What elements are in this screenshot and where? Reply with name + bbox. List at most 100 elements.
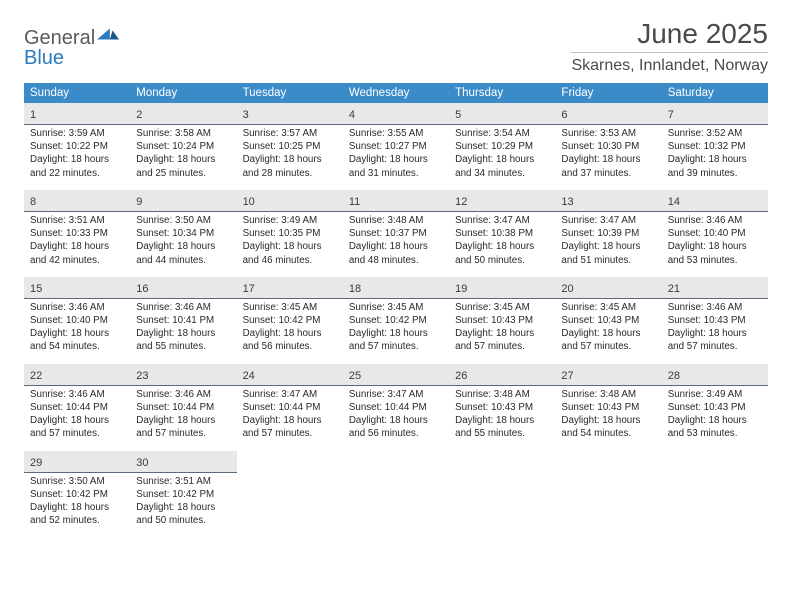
weekday-wednesday: Wednesday: [343, 83, 449, 103]
sunrise-line: Sunrise: 3:50 AM: [136, 214, 230, 227]
sunrise-line: Sunrise: 3:51 AM: [136, 475, 230, 488]
day-number: 6: [561, 109, 567, 121]
daylight-line: Daylight: 18 hours and 22 minutes.: [30, 153, 124, 179]
sunset-line: Sunset: 10:37 PM: [349, 227, 443, 240]
day-number: 30: [136, 457, 148, 469]
sunset-line: Sunset: 10:43 PM: [561, 314, 655, 327]
day-body-29: Sunrise: 3:50 AMSunset: 10:42 PMDaylight…: [24, 473, 130, 534]
sunrise-line: Sunrise: 3:48 AM: [561, 388, 655, 401]
day-body-11: Sunrise: 3:48 AMSunset: 10:37 PMDaylight…: [343, 212, 449, 273]
sunset-line: Sunset: 10:42 PM: [349, 314, 443, 327]
sunset-line: Sunset: 10:41 PM: [136, 314, 230, 327]
day-number: 29: [30, 457, 42, 469]
weekday-saturday: Saturday: [662, 83, 768, 103]
day-number: 17: [243, 283, 255, 295]
empty-cell: [449, 473, 555, 534]
logo-text: General Blue: [24, 24, 119, 68]
daylight-line: Daylight: 18 hours and 48 minutes.: [349, 240, 443, 266]
sunrise-line: Sunrise: 3:47 AM: [243, 388, 337, 401]
sunset-line: Sunset: 10:40 PM: [30, 314, 124, 327]
daylight-line: Daylight: 18 hours and 55 minutes.: [136, 327, 230, 353]
empty-cell: [237, 473, 343, 534]
day-body-20: Sunrise: 3:45 AMSunset: 10:43 PMDaylight…: [555, 299, 661, 360]
daynum-cell-17: 17: [237, 277, 343, 299]
weekday-row: SundayMondayTuesdayWednesdayThursdayFrid…: [24, 83, 768, 103]
daylight-line: Daylight: 18 hours and 56 minutes.: [349, 414, 443, 440]
sunset-line: Sunset: 10:25 PM: [243, 140, 337, 153]
sunset-line: Sunset: 10:42 PM: [30, 488, 124, 501]
day-number: 18: [349, 283, 361, 295]
day-number: 16: [136, 283, 148, 295]
daylight-line: Daylight: 18 hours and 55 minutes.: [455, 414, 549, 440]
day-body-2: Sunrise: 3:58 AMSunset: 10:24 PMDaylight…: [130, 125, 236, 186]
logo-mark-icon: [97, 24, 119, 44]
daynum-cell-3: 3: [237, 103, 343, 125]
daylight-line: Daylight: 18 hours and 44 minutes.: [136, 240, 230, 266]
daynum-cell-25: 25: [343, 364, 449, 386]
daylight-line: Daylight: 18 hours and 39 minutes.: [668, 153, 762, 179]
weekday-thursday: Thursday: [449, 83, 555, 103]
sunset-line: Sunset: 10:39 PM: [561, 227, 655, 240]
sunrise-line: Sunrise: 3:53 AM: [561, 127, 655, 140]
daynum-cell-22: 22: [24, 364, 130, 386]
daylight-line: Daylight: 18 hours and 57 minutes.: [455, 327, 549, 353]
daylight-line: Daylight: 18 hours and 57 minutes.: [349, 327, 443, 353]
daylight-line: Daylight: 18 hours and 51 minutes.: [561, 240, 655, 266]
daynum-cell-23: 23: [130, 364, 236, 386]
week-2-body: Sunrise: 3:46 AM Sunset: 10:40 PM Daylight…: [24, 299, 768, 360]
sunset-line: Sunset: 10:30 PM: [561, 140, 655, 153]
week-1-daynums: 891011121314: [24, 190, 768, 212]
day-number: 9: [136, 196, 142, 208]
day-body-19: Sunrise: 3:45 AMSunset: 10:43 PMDaylight…: [449, 299, 555, 360]
sunrise-line: Sunrise: 3:59 AM: [30, 127, 124, 140]
day-body-4: Sunrise: 3:55 AMSunset: 10:27 PMDaylight…: [343, 125, 449, 186]
logo-word-2: Blue: [24, 47, 64, 69]
sunset-line: Sunset: 10:43 PM: [455, 314, 549, 327]
day-number: 7: [668, 109, 674, 121]
day-body-16: Sunrise: 3:46 AMSunset: 10:41 PMDaylight…: [130, 299, 236, 360]
day-number: 25: [349, 370, 361, 382]
sunset-line: Sunset: 10:43 PM: [668, 314, 762, 327]
daynum-cell-13: 13: [555, 190, 661, 212]
daynum-cell-15: 15: [24, 277, 130, 299]
empty-cell: [662, 451, 768, 473]
daynum-cell-10: 10: [237, 190, 343, 212]
empty-cell: [555, 473, 661, 534]
day-body-15: Sunrise: 3:46 AMSunset: 10:40 PMDaylight…: [24, 299, 130, 360]
daynum-cell-2: 2: [130, 103, 236, 125]
sunset-line: Sunset: 10:42 PM: [243, 314, 337, 327]
week-4-daynums: 29 30: [24, 451, 768, 473]
sunrise-line: Sunrise: 3:55 AM: [349, 127, 443, 140]
daylight-line: Daylight: 18 hours and 37 minutes.: [561, 153, 655, 179]
sunrise-line: Sunrise: 3:46 AM: [668, 301, 762, 314]
weekday-friday: Friday: [555, 83, 661, 103]
weekday-tuesday: Tuesday: [237, 83, 343, 103]
day-body-5: Sunrise: 3:54 AMSunset: 10:29 PMDaylight…: [449, 125, 555, 186]
daylight-line: Daylight: 18 hours and 34 minutes.: [455, 153, 549, 179]
sunset-line: Sunset: 10:44 PM: [349, 401, 443, 414]
day-number: 4: [349, 109, 355, 121]
sunset-line: Sunset: 10:24 PM: [136, 140, 230, 153]
day-number: 23: [136, 370, 148, 382]
sunset-line: Sunset: 10:40 PM: [668, 227, 762, 240]
daynum-cell-7: 7: [662, 103, 768, 125]
sunrise-line: Sunrise: 3:46 AM: [668, 214, 762, 227]
empty-cell: [343, 451, 449, 473]
day-number: 20: [561, 283, 573, 295]
logo-word-1: General: [24, 27, 95, 49]
day-number: 27: [561, 370, 573, 382]
day-body-23: Sunrise: 3:46 AMSunset: 10:44 PMDaylight…: [130, 386, 236, 447]
sunset-line: Sunset: 10:44 PM: [243, 401, 337, 414]
sunset-line: Sunset: 10:27 PM: [349, 140, 443, 153]
day-number: 10: [243, 196, 255, 208]
empty-cell: [555, 451, 661, 473]
daynum-cell-30: 30: [130, 451, 236, 473]
daynum-cell-12: 12: [449, 190, 555, 212]
day-number: 13: [561, 196, 573, 208]
day-number: 2: [136, 109, 142, 121]
header: General Blue June 2025 Skarnes, Innlande…: [24, 18, 768, 75]
daynum-cell-18: 18: [343, 277, 449, 299]
daylight-line: Daylight: 18 hours and 57 minutes.: [136, 414, 230, 440]
day-body-6: Sunrise: 3:53 AMSunset: 10:30 PMDaylight…: [555, 125, 661, 186]
day-number: 21: [668, 283, 680, 295]
